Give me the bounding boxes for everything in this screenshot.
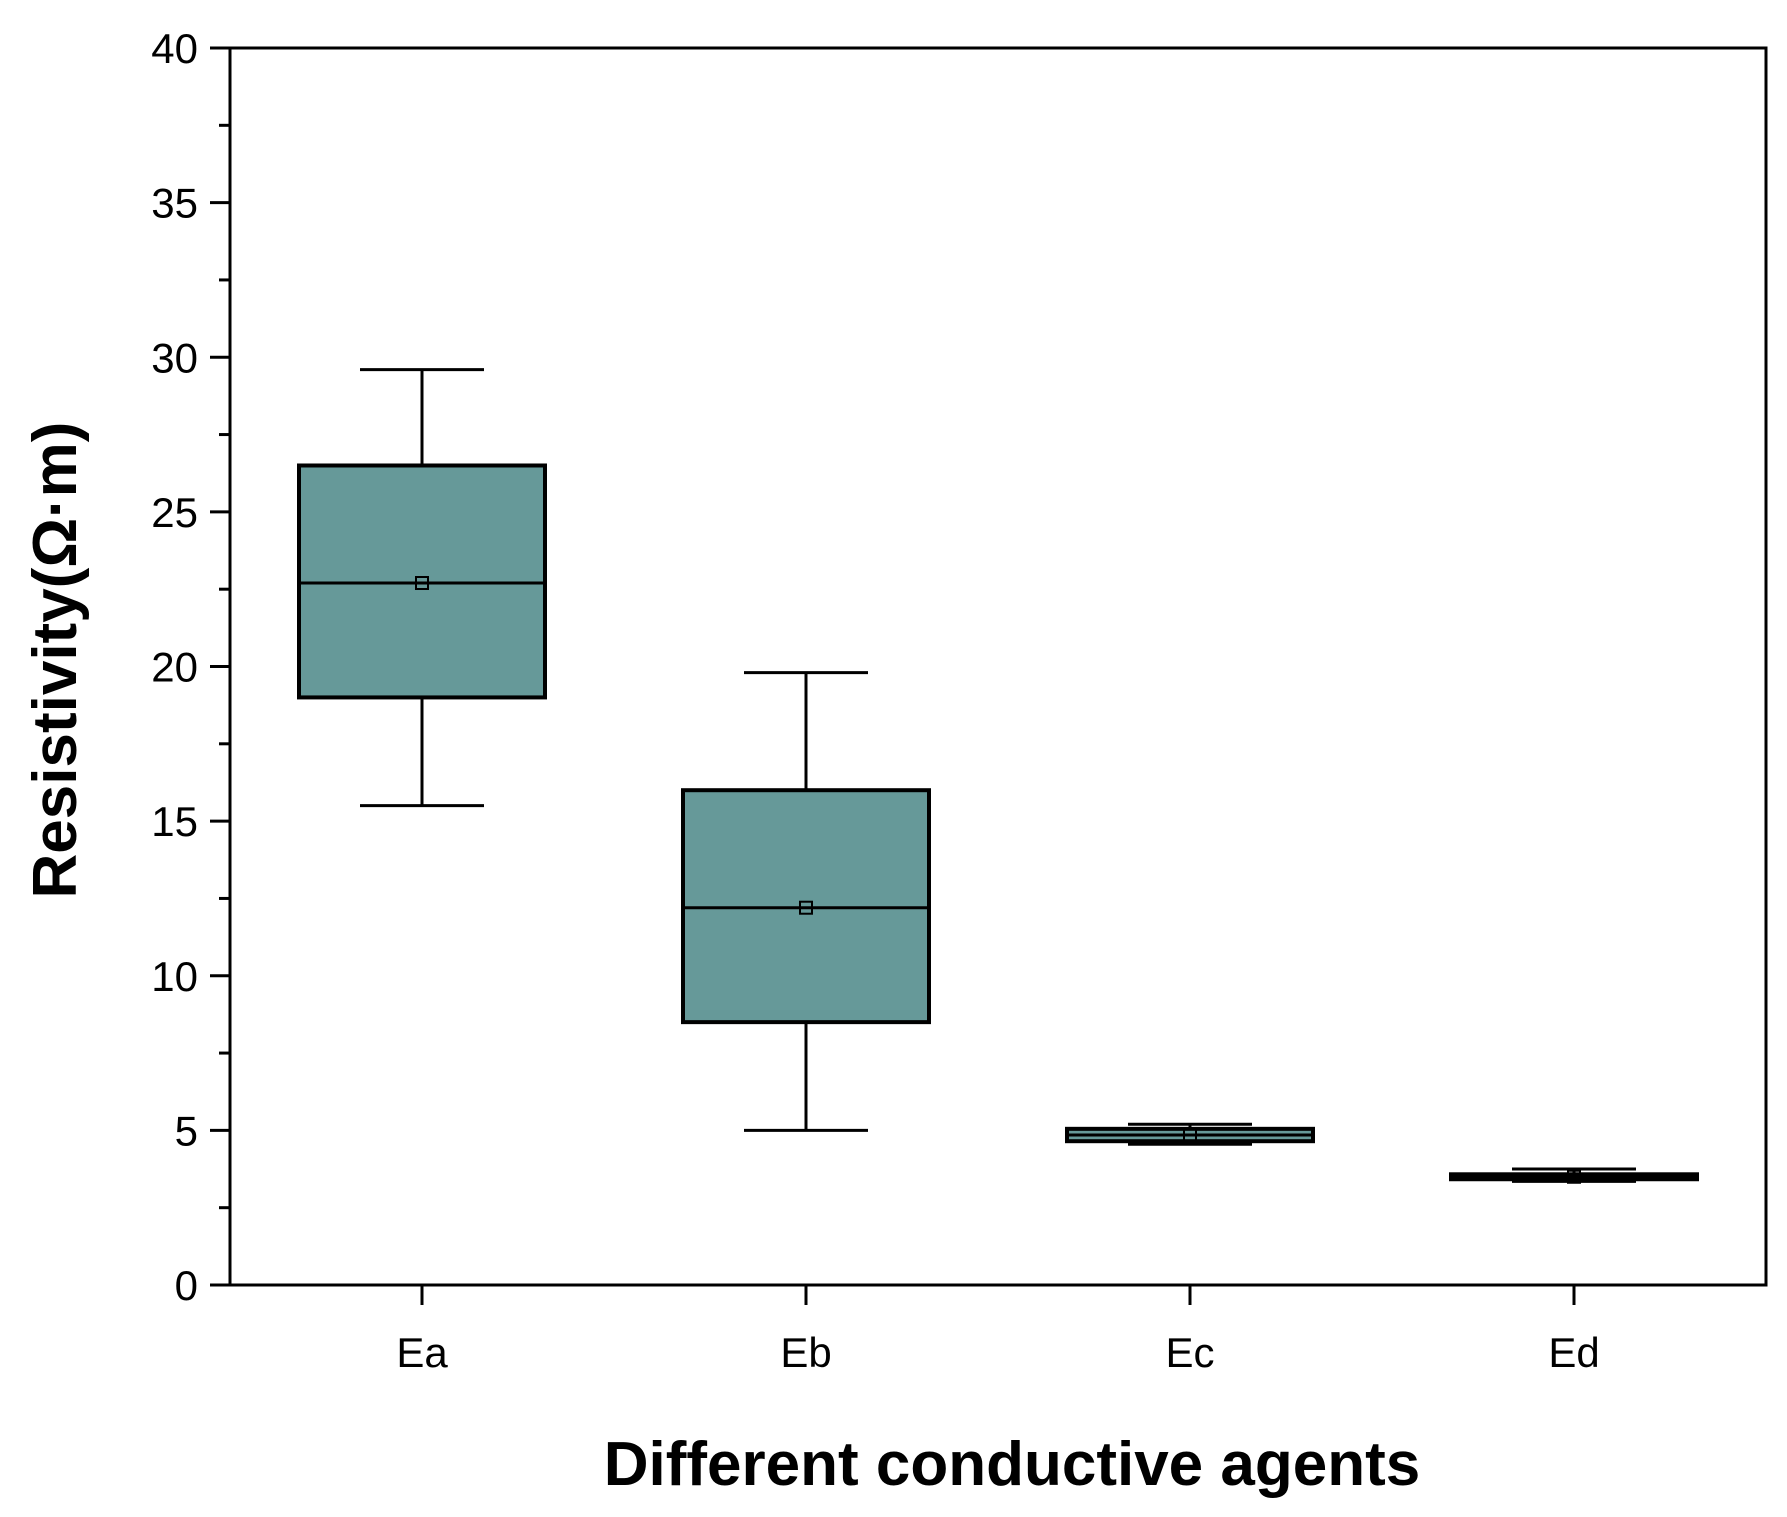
box-ea	[297, 368, 547, 808]
x-tick-label: Ed	[1548, 1329, 1599, 1376]
x-tick-label: Eb	[780, 1329, 831, 1376]
y-tick-label: 15	[151, 798, 198, 845]
box-ec	[1065, 1122, 1315, 1146]
mean-marker	[799, 900, 813, 915]
iqr-box	[297, 463, 547, 700]
y-tick-label: 40	[151, 25, 198, 72]
x-axis-ticks: Ea Eb Ec Ed	[396, 1285, 1600, 1376]
x-tick-label: Ec	[1165, 1329, 1214, 1376]
y-axis-ticks: 0 5 10 15 20 25 30 35 40	[151, 25, 230, 1309]
box-ed	[1449, 1167, 1699, 1184]
y-tick-label: 35	[151, 180, 198, 227]
y-tick-label: 0	[175, 1262, 198, 1309]
mean-marker	[415, 576, 429, 591]
x-axis-title: Different conductive agents	[604, 1430, 1420, 1499]
x-tick-label: Ea	[396, 1329, 448, 1376]
y-tick-label: 10	[151, 953, 198, 1000]
y-tick-label: 25	[151, 489, 198, 536]
y-tick-label: 5	[175, 1107, 198, 1154]
y-axis-title: Resistivity(Ω·m)	[21, 422, 90, 899]
mean-marker	[1183, 1128, 1197, 1143]
iqr-box	[681, 788, 931, 1025]
y-tick-label: 30	[151, 334, 198, 381]
axes-layer: 0 5 10 15 20 25 30 35 40 Ea Eb Ec Ed	[151, 25, 1768, 1376]
boxes-layer	[297, 368, 1699, 1184]
box-eb	[681, 671, 931, 1132]
y-tick-label: 20	[151, 644, 198, 691]
mean-marker	[1567, 1169, 1581, 1184]
